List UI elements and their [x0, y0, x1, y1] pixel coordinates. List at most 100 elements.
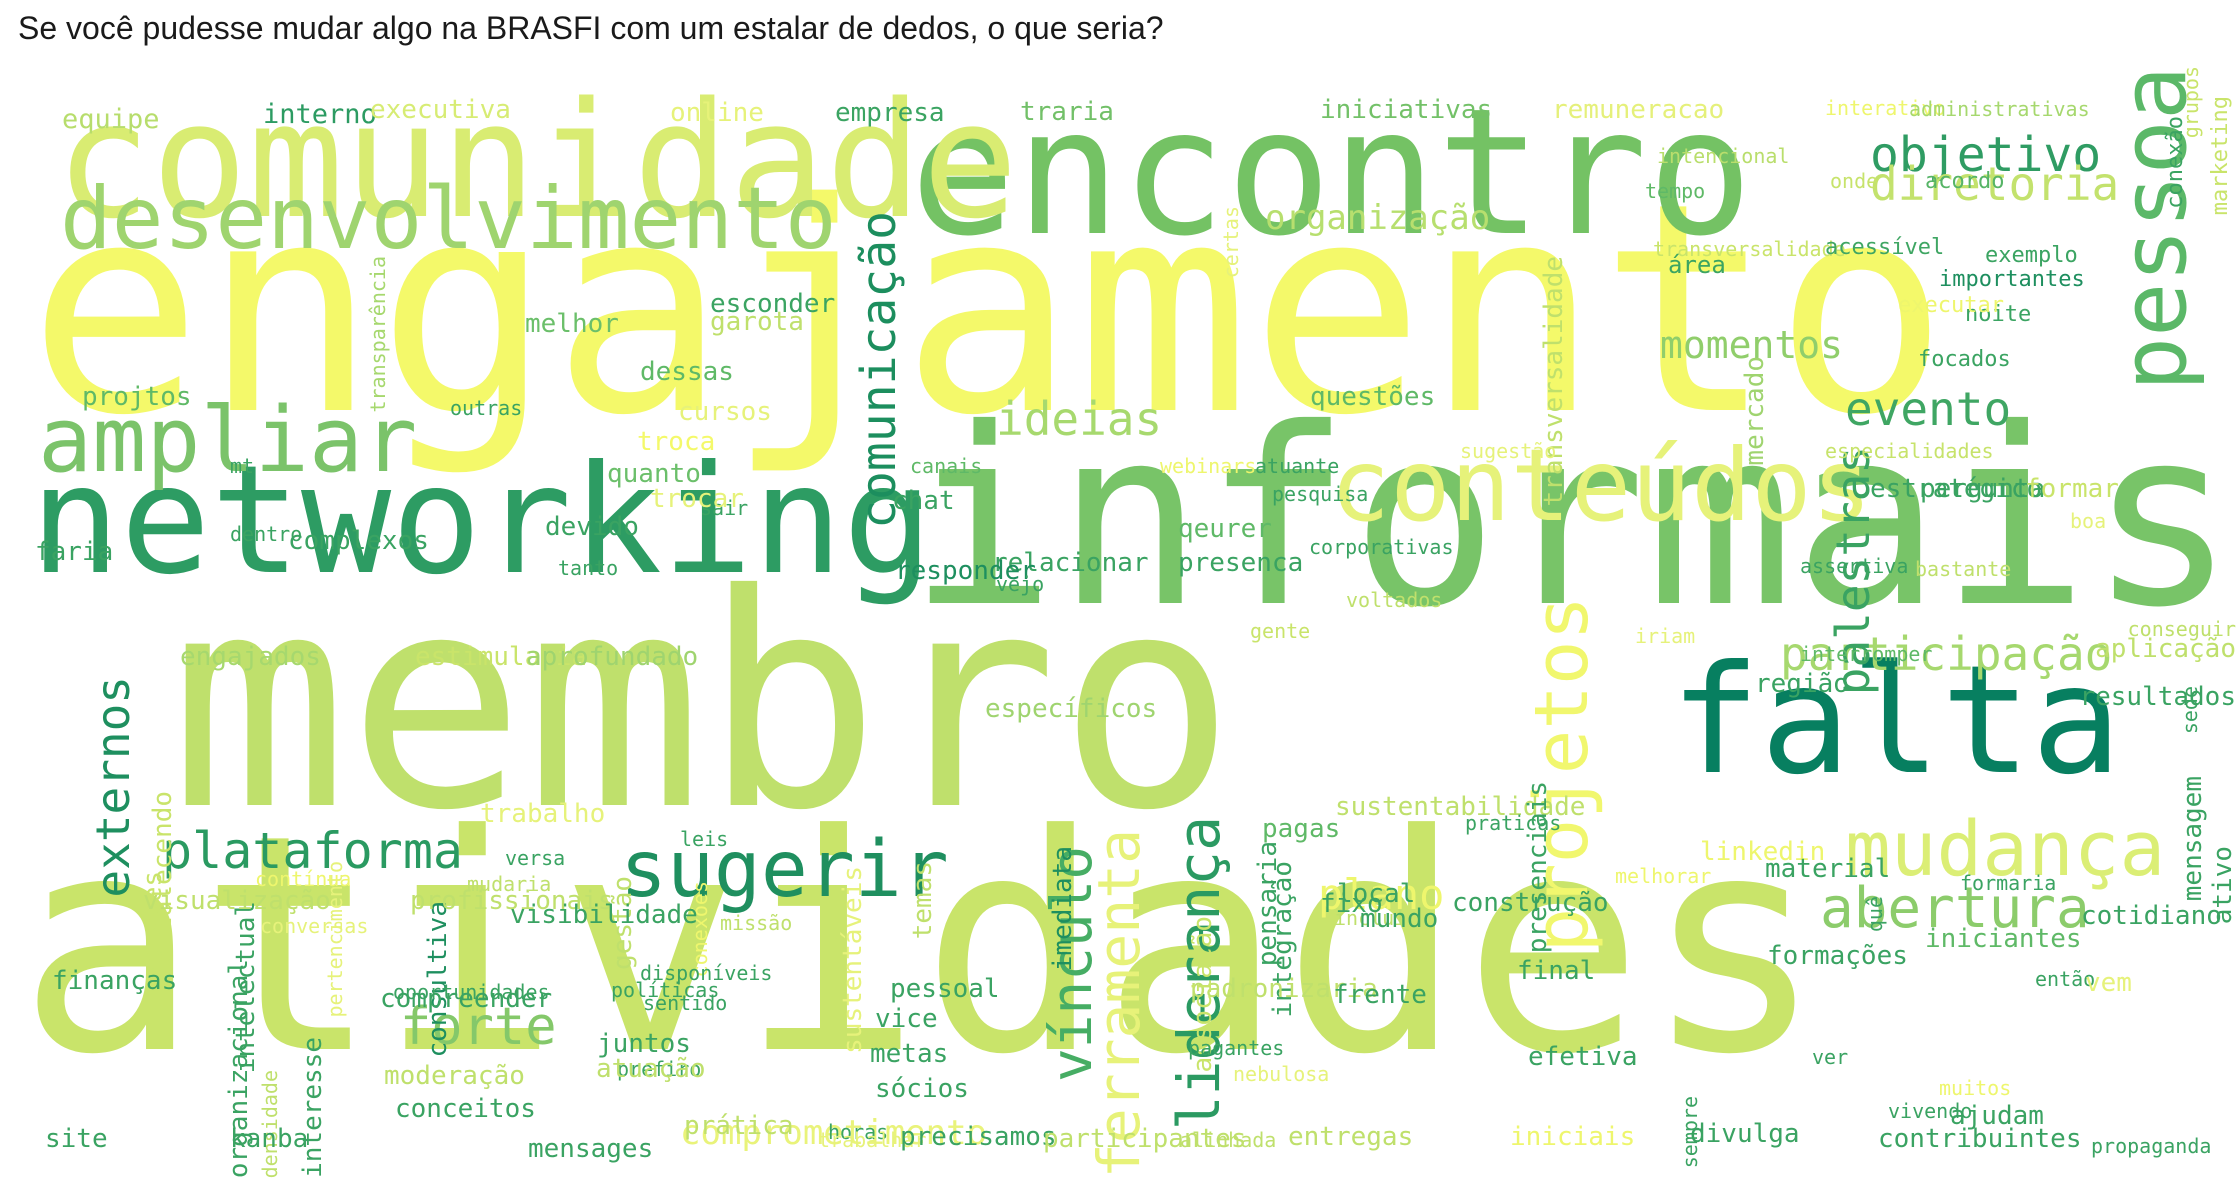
word-133: visibilidade [510, 900, 698, 930]
word-43: intencional [1657, 144, 1790, 168]
word-25: evento [1845, 382, 2012, 436]
word-40: remuneracao [1552, 95, 1725, 125]
word-60: transversalidade [1539, 256, 1569, 507]
word-111: pensaria [1253, 841, 1283, 967]
word-37: empresa [835, 98, 945, 128]
word-171: pagantes [1188, 1036, 1285, 1060]
word-57: conexão [2163, 116, 2188, 209]
word-112: sustentabilidade [1335, 792, 1586, 822]
word-198: voltados [1346, 588, 1443, 612]
word-176: muitos [1939, 1076, 2012, 1100]
word-50: acessível [1825, 235, 1945, 260]
word-49: transversalidade [1653, 237, 1846, 261]
word-155: compreender [380, 984, 553, 1014]
word-144: formaria [1960, 871, 2057, 895]
word-68: esconder [710, 289, 836, 319]
word-41: interativo [1825, 96, 1946, 120]
word-79: atuante [1255, 454, 1340, 478]
word-87: vejo [996, 572, 1045, 596]
word-106: sustentáveis [838, 866, 868, 1054]
word-9: desenvolvimento [60, 169, 837, 269]
word-46: acordo [1925, 169, 2005, 194]
word-20: diretoria [1870, 157, 2120, 211]
word-0: engajamento [28, 142, 1949, 479]
word-28: externos [86, 676, 140, 898]
word-143: formações [1767, 941, 1908, 971]
word-73: sair [700, 496, 749, 520]
word-146: incluir [1334, 906, 1419, 930]
word-74: devido [545, 512, 639, 542]
word-56: focados [1918, 347, 2011, 372]
word-63: estratégico [1870, 474, 2043, 504]
word-114: presenciais [1523, 781, 1553, 954]
word-81: qeurer [1178, 514, 1272, 544]
word-192: iniciais [1510, 1122, 1636, 1152]
word-80: questões [1310, 382, 1436, 412]
word-131: visualização [143, 886, 331, 916]
word-115: assertiva [1800, 554, 1909, 578]
word-89: faria [35, 537, 114, 567]
word-84: trocar [650, 484, 744, 514]
word-33: equipe [62, 104, 160, 135]
word-35: executiva [370, 95, 511, 125]
word-6: networking [30, 434, 934, 608]
word-164: metas [870, 1039, 949, 1069]
word-5: comunidade [55, 67, 1019, 254]
word-189: participantes [1043, 1124, 1247, 1154]
word-163: vice [875, 1004, 938, 1034]
word-31: momentos [1660, 323, 1844, 367]
word-174: então [2035, 967, 2096, 991]
word-128: versa [505, 846, 566, 870]
word-167: prefiro [617, 1057, 702, 1081]
word-85: chat [892, 486, 955, 516]
word-157: finanças [52, 966, 178, 996]
word-109: específicos [985, 694, 1158, 724]
word-173: ver [1812, 1045, 1849, 1069]
word-29: comunicação [851, 211, 907, 529]
word-3: informais [908, 376, 2236, 661]
word-83: presenca [1178, 548, 1304, 578]
word-124: região [1755, 669, 1849, 699]
word-65: boa [2070, 509, 2107, 533]
word-91: mt [230, 454, 255, 478]
word-195: propaganda [2091, 1134, 2212, 1158]
word-34: interno [263, 99, 377, 130]
word-149: padronizaria [1190, 974, 1378, 1004]
word-154: interesse [298, 1037, 328, 1178]
word-58: marketing [2208, 96, 2233, 216]
word-122: gente [1250, 619, 1311, 643]
word-77: canais [910, 454, 983, 478]
word-69: dessas [640, 357, 734, 387]
word-188: precisamos [900, 1122, 1057, 1152]
word-39: iniciativas [1320, 95, 1493, 125]
word-147: fixo [1320, 889, 1383, 919]
word-170: efetiva [1528, 1042, 1638, 1072]
word-27: plano [1318, 870, 1445, 919]
word-92: transparência [366, 256, 390, 413]
word-156: oportunidades [393, 980, 550, 1004]
word-181: conceitos [395, 1094, 536, 1124]
word-64: formar [2025, 474, 2119, 504]
word-139: linkedin [1700, 837, 1826, 867]
word-172: nebulosa [1233, 1062, 1330, 1086]
word-96: aprofundado [526, 642, 699, 672]
word-78: webinars [1160, 454, 1257, 478]
word-162: pessoal [890, 974, 1000, 1004]
word-123: interromper [1800, 642, 1933, 666]
word-178: vivendo [1888, 1099, 1973, 1123]
word-cloud: engajamento atividades membro informais enco… [0, 56, 2238, 1180]
word-166: juntos [597, 1029, 691, 1059]
word-177: ajudam [1950, 1101, 2044, 1131]
word-119: conseguir [2127, 617, 2236, 641]
word-169: frente [1333, 980, 1427, 1010]
word-148: mundo [1360, 904, 1439, 934]
word-161: final [1517, 956, 1596, 986]
word-186: kanba [230, 1124, 309, 1154]
word-182: prática [684, 1111, 794, 1141]
word-13: mudança [1845, 804, 2166, 893]
word-67: garota [710, 307, 804, 337]
word-142: quê [1863, 896, 1887, 933]
word-129: contínua [255, 867, 352, 891]
word-187: mensages [528, 1134, 654, 1164]
word-66: melhor [525, 309, 619, 339]
